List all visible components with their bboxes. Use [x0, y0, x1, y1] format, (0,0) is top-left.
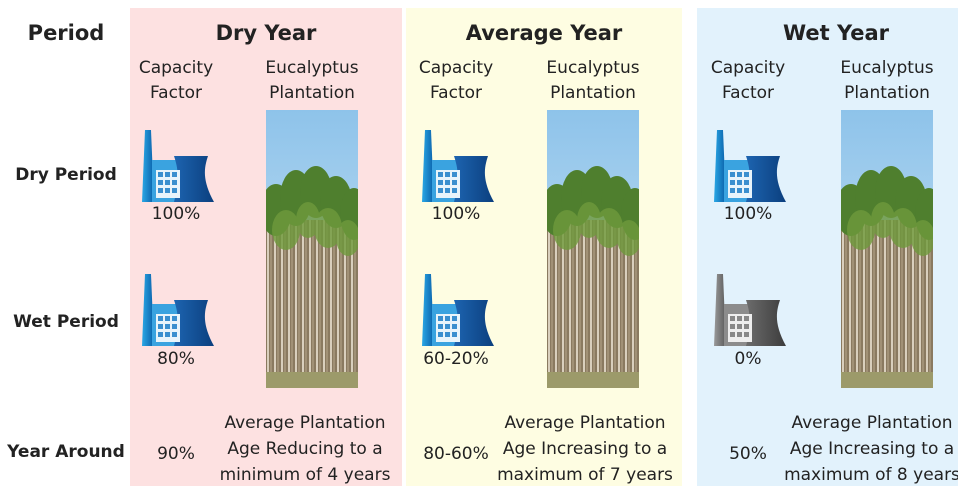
wet-period-value: 0%: [735, 349, 762, 369]
capacity-label: Factor: [430, 83, 482, 103]
year-around-value: 50%: [729, 444, 767, 464]
dry-period-value: 100%: [152, 204, 201, 224]
plantation-note: Age Increasing to a: [790, 439, 954, 459]
plantation-note: Average Plantation: [504, 413, 665, 433]
plantation-note: Age Reducing to a: [227, 439, 382, 459]
plantation-label: Plantation: [550, 83, 636, 103]
year-around-value: 80-60%: [423, 444, 489, 464]
capacity-label: Factor: [722, 83, 774, 103]
plantation-note: Average Plantation: [224, 413, 385, 433]
plantation-label: Eucalyptus: [265, 58, 358, 78]
capacity-label: Factor: [150, 83, 202, 103]
plantation-label: Plantation: [269, 83, 355, 103]
plantation-note: minimum of 4 years: [220, 465, 391, 485]
wet-period-value: 80%: [157, 349, 195, 369]
plantation-note: maximum of 7 years: [497, 465, 673, 485]
plantation-image: [266, 110, 358, 388]
capacity-label: Capacity: [419, 58, 493, 78]
capacity-label: Capacity: [139, 58, 213, 78]
wet-period-value: 60-20%: [423, 349, 489, 369]
row-label: Year Around: [6, 442, 125, 462]
plantation-label: Plantation: [844, 83, 930, 103]
plantation-note: Average Plantation: [791, 413, 952, 433]
plantation-image: [547, 110, 639, 388]
plantation-label: Eucalyptus: [546, 58, 639, 78]
dry-period-value: 100%: [724, 204, 773, 224]
panel-title: Average Year: [466, 21, 623, 45]
panel-title: Wet Year: [783, 21, 890, 45]
plantation-note: maximum of 8 years: [784, 465, 958, 485]
row-label: Wet Period: [13, 312, 119, 332]
year-around-value: 90%: [157, 444, 195, 464]
dry-period-value: 100%: [432, 204, 481, 224]
plantation-image: [841, 110, 933, 388]
row-header: Period: [28, 21, 105, 45]
plantation-label: Eucalyptus: [840, 58, 933, 78]
panel-title: Dry Year: [216, 21, 317, 45]
plantation-note: Age Increasing to a: [503, 439, 667, 459]
row-label: Dry Period: [15, 165, 117, 185]
capacity-label: Capacity: [711, 58, 785, 78]
